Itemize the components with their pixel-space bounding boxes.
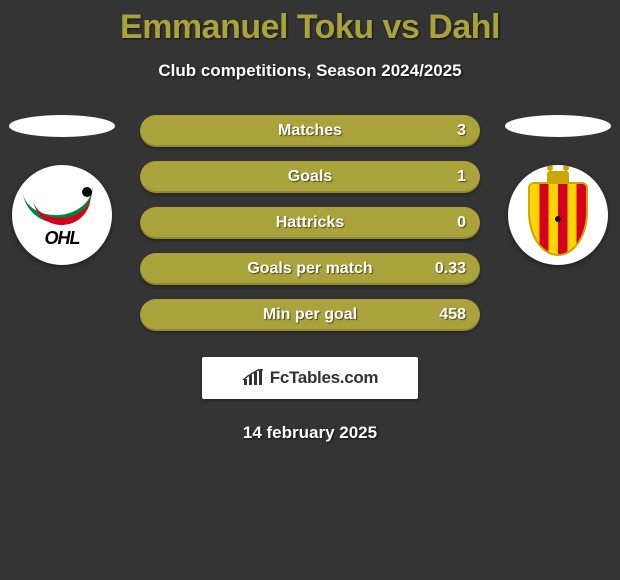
- left-ellipse: [9, 115, 115, 137]
- stat-value: 458: [439, 306, 466, 324]
- left-crest: OHL: [12, 165, 112, 265]
- stat-value: 1: [457, 168, 466, 186]
- bar-chart-icon: [242, 369, 264, 387]
- stat-label: Goals per match: [247, 260, 372, 278]
- stats-column: Matches 3 Goals 1 Hattricks 0 Goals per …: [140, 115, 480, 331]
- brand-text: FcTables.com: [270, 368, 379, 388]
- right-column: [498, 115, 618, 265]
- stat-bar-min-per-goal: Min per goal 458: [140, 299, 480, 331]
- stat-value: 0: [457, 214, 466, 232]
- stat-bar-goals: Goals 1: [140, 161, 480, 193]
- right-crest: [508, 165, 608, 265]
- main-row: OHL Matches 3 Goals 1 Hattricks 0 Goals …: [0, 115, 620, 331]
- stat-bar-hattricks: Hattricks 0: [140, 207, 480, 239]
- infographic-root: Emmanuel Toku vs Dahl Club competitions,…: [0, 0, 620, 443]
- right-ellipse: [505, 115, 611, 137]
- stat-value: 3: [457, 122, 466, 140]
- stat-value: 0.33: [435, 260, 466, 278]
- mechelen-shield-icon: [528, 182, 588, 256]
- stat-label: Matches: [278, 122, 342, 140]
- stat-bar-matches: Matches 3: [140, 115, 480, 147]
- stat-label: Hattricks: [276, 214, 344, 232]
- left-column: OHL: [2, 115, 122, 265]
- stat-label: Goals: [288, 168, 332, 186]
- page-title: Emmanuel Toku vs Dahl: [0, 8, 620, 47]
- stat-bar-goals-per-match: Goals per match 0.33: [140, 253, 480, 285]
- subtitle: Club competitions, Season 2024/2025: [0, 61, 620, 81]
- stat-label: Min per goal: [263, 306, 357, 324]
- ohl-ball-icon: [82, 187, 92, 197]
- ohl-text-label: OHL: [45, 228, 80, 249]
- date-line: 14 february 2025: [0, 423, 620, 443]
- brand-box: FcTables.com: [202, 357, 418, 399]
